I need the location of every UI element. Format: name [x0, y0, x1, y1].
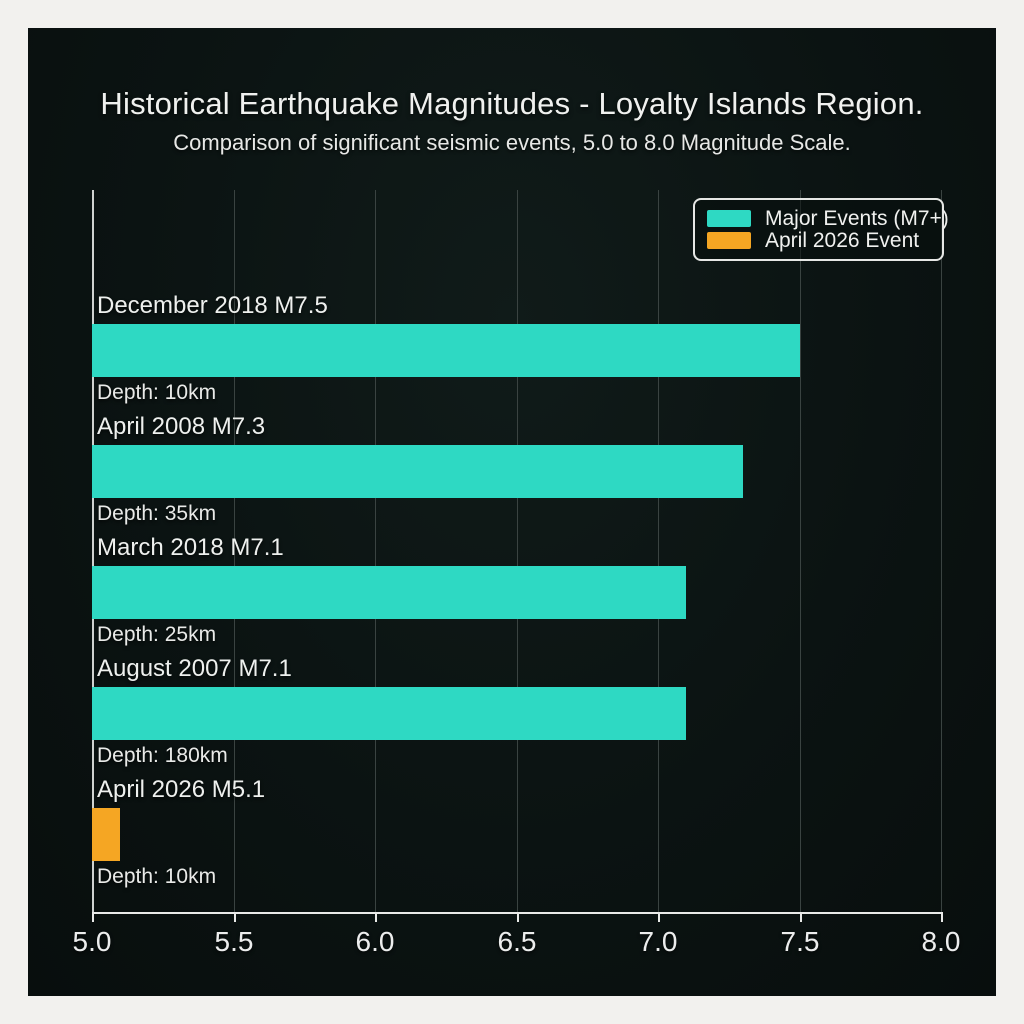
gridline-6.0 [375, 190, 376, 912]
x-tick-5.5 [234, 912, 236, 922]
depth-label: Depth: 180km [97, 744, 228, 767]
x-tick-6.0 [375, 912, 377, 922]
magnitude-bar [92, 445, 743, 498]
x-tick-7.5 [800, 912, 802, 922]
page-subtitle: Comparison of significant seismic events… [173, 130, 851, 155]
x-tick-label-5.0: 5.0 [72, 926, 112, 957]
gridline-8.0 [941, 190, 942, 912]
x-tick-5.0 [92, 912, 94, 922]
magnitude-bar [92, 566, 686, 619]
x-tick-label-7.5: 7.5 [780, 926, 820, 957]
x-tick-label-6.0: 6.0 [355, 926, 395, 957]
event-label: April 2026 M5.1 [97, 776, 266, 803]
legend: Major Events (M7+) April 2026 Event [693, 198, 949, 261]
plot-area: 5.0 5.5 6.0 6.5 7.0 7.5 8.0 December 2018 M7.5 D… [73, 190, 960, 957]
depth-label: Depth: 35km [97, 502, 217, 525]
x-tick-label-8.0: 8.0 [921, 926, 961, 957]
gridline-5.5 [234, 190, 235, 912]
legend-label: April 2026 Event [765, 228, 920, 252]
magnitude-bar [92, 324, 800, 377]
gridline-6.5 [517, 190, 518, 912]
legend-swatch-major-events [707, 210, 751, 227]
x-tick-8.0 [941, 912, 943, 922]
magnitude-bar [92, 808, 120, 861]
x-tick-7.0 [658, 912, 660, 922]
legend-label: Major Events (M7+) [765, 206, 949, 230]
event-label: December 2018 M7.5 [97, 292, 328, 319]
depth-label: Depth: 10km [97, 865, 217, 888]
legend-item-april-2026: April 2026 Event [707, 228, 930, 252]
x-tick-label-5.5: 5.5 [214, 926, 254, 957]
chart-panel: Historical Earthquake Magnitudes - Loyal… [28, 28, 996, 996]
event-label: March 2018 M7.1 [97, 534, 284, 561]
depth-label: Depth: 10km [97, 381, 217, 404]
gridline-7.5 [800, 190, 801, 912]
gridline-5.0 [92, 190, 94, 912]
x-tick-label-7.0: 7.0 [638, 926, 678, 957]
x-tick-label-6.5: 6.5 [497, 926, 537, 957]
page-title: Historical Earthquake Magnitudes - Loyal… [100, 86, 924, 121]
magnitude-bar [92, 687, 686, 740]
depth-label: Depth: 25km [97, 623, 217, 646]
event-label: April 2008 M7.3 [97, 413, 266, 440]
gridline-7.0 [658, 190, 659, 912]
legend-swatch-april-2026 [707, 232, 751, 249]
event-label: August 2007 M7.1 [97, 655, 292, 682]
legend-item-major-events: Major Events (M7+) [707, 207, 949, 230]
x-tick-6.5 [517, 912, 519, 922]
